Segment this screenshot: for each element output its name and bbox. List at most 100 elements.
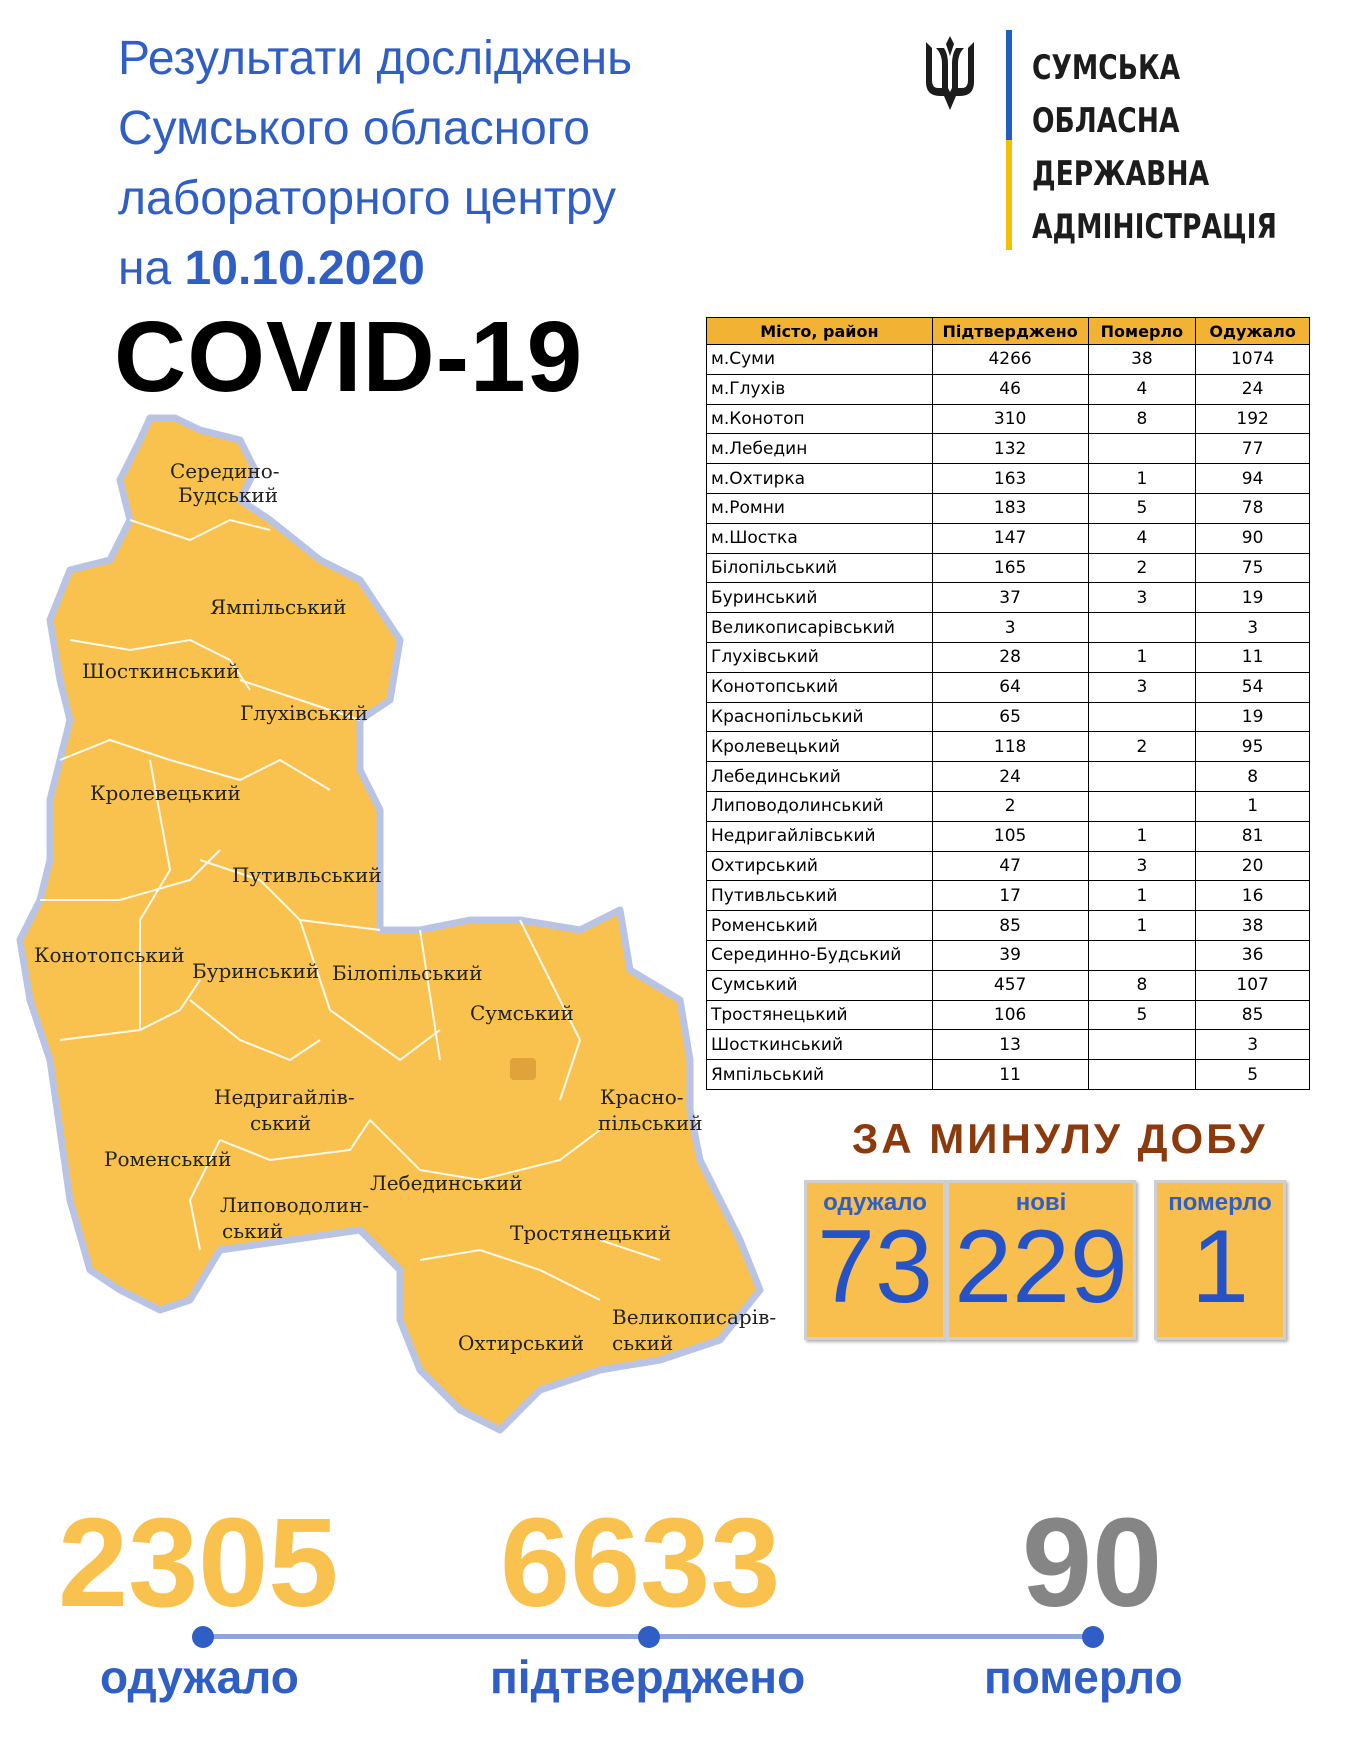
table-cell-value: 8 xyxy=(1087,969,1197,1001)
table-cell-value: 95 xyxy=(1195,731,1310,763)
table-cell-value: 5 xyxy=(1195,1059,1310,1090)
table-cell-value: 457 xyxy=(931,969,1089,1001)
map-label-krasnopillia-1: Красно- xyxy=(600,1085,684,1109)
table-cell-value: 147 xyxy=(931,522,1089,554)
table-cell-value: 38 xyxy=(1087,344,1197,375)
table-cell-name: Недригайлівський xyxy=(706,820,933,852)
table-row: Кролевецький 118 2 95 xyxy=(706,731,1310,763)
map-label-krolevets: Кролевецький xyxy=(90,781,241,805)
total-confirmed-label: підтверджено xyxy=(490,1651,806,1703)
table-cell-value: 24 xyxy=(1195,373,1310,405)
map-label-velykopysarivka-1: Великописарів- xyxy=(612,1305,776,1329)
table-cell-value: 1074 xyxy=(1195,344,1310,375)
table-cell-name: Краснопільський xyxy=(706,701,933,733)
map-label-lypova-1: Липоводолин- xyxy=(220,1193,369,1217)
table-cell-value: 19 xyxy=(1195,582,1310,614)
title-line-3: лабораторного центру xyxy=(118,172,617,225)
title-line-4: на 10.10.2020 xyxy=(118,234,632,304)
table-row: м.Лебедин 132 77 xyxy=(706,433,1310,465)
region-map: Середино- Будський Ямпільський Шосткинсь… xyxy=(16,414,776,1434)
map-label-konotop: Конотопський xyxy=(34,943,185,967)
logo-line-1: СУМСЬКА xyxy=(1032,48,1181,88)
daily-died-tile: померло 1 xyxy=(1154,1180,1286,1340)
map-outline xyxy=(16,414,764,1434)
table-header-cell: Померло xyxy=(1087,317,1197,345)
table-cell-value: 11 xyxy=(931,1059,1089,1090)
district-borders xyxy=(40,518,661,1301)
map-label-nedryhailiv-1: Недригайлів- xyxy=(214,1085,355,1109)
daily-died-value: 1 xyxy=(1191,1209,1249,1325)
table-cell-value xyxy=(1087,612,1197,643)
map-label-lebedyn: Лебединський xyxy=(370,1171,523,1195)
table-cell-value: 13 xyxy=(931,1029,1089,1061)
table-row: м.Конотоп 310 8 192 xyxy=(706,403,1310,435)
table-cell-value xyxy=(1087,939,1197,971)
timeline-dot-recovered xyxy=(192,1626,214,1648)
table-cell-value: 118 xyxy=(931,731,1089,763)
table-cell-value: 2 xyxy=(1087,552,1197,584)
table-header-cell: Місто, район xyxy=(706,317,933,345)
map-label-putyvl: Путивльський xyxy=(232,863,382,887)
table-row: Шосткинський 13 3 xyxy=(706,1029,1310,1061)
table-cell-value: 75 xyxy=(1195,552,1310,584)
title-date: 10.10.2020 xyxy=(184,242,425,295)
table-cell-name: м.Суми xyxy=(706,344,933,375)
table-row: Путивльський 17 1 16 xyxy=(706,880,1310,912)
table-cell-value: 16 xyxy=(1195,880,1310,912)
table-cell-value xyxy=(1087,1059,1197,1090)
table-row: Великописарівський 3 3 xyxy=(706,612,1310,643)
table-cell-value: 81 xyxy=(1195,820,1310,852)
table-row: м.Суми 4266 38 1074 xyxy=(706,344,1310,375)
table-cell-value: 64 xyxy=(931,671,1089,703)
logo-divider xyxy=(1006,30,1012,250)
table-cell-value xyxy=(1087,433,1197,465)
table-row: Конотопський 64 3 54 xyxy=(706,671,1310,703)
table-cell-name: Кролевецький xyxy=(706,731,933,763)
table-cell-value: 183 xyxy=(931,492,1089,524)
table-cell-value: 1 xyxy=(1087,641,1197,673)
sumy-city-marker xyxy=(510,1058,536,1080)
table-cell-name: Буринський xyxy=(706,582,933,614)
map-label-lypova-2: ський xyxy=(222,1219,283,1243)
table-cell-name: Липоводолинський xyxy=(706,790,933,822)
table-cell-value: 28 xyxy=(931,641,1089,673)
table-cell-value: 1 xyxy=(1087,463,1197,494)
table-cell-name: м.Лебедин xyxy=(706,433,933,465)
table-row: Липоводолинський 2 1 xyxy=(706,790,1310,822)
total-recovered-value: 2305 xyxy=(58,1492,339,1633)
table-cell-value: 5 xyxy=(1087,492,1197,524)
table-cell-value: 3 xyxy=(1087,850,1197,882)
page-title: Результати досліджень Сумського обласног… xyxy=(118,24,632,304)
administration-logo: СУМСЬКА ОБЛАСНА ДЕРЖАВНА АДМІНІСТРАЦІЯ xyxy=(922,30,1282,250)
table-cell-name: Глухівський xyxy=(706,641,933,673)
total-died-value: 90 xyxy=(1022,1492,1163,1633)
table-cell-value: 39 xyxy=(931,939,1089,971)
total-recovered-label: одужало xyxy=(100,1651,299,1703)
table-cell-value: 17 xyxy=(931,880,1089,912)
table-row: Ямпільський 11 5 xyxy=(706,1059,1310,1090)
table-cell-value: 90 xyxy=(1195,522,1310,554)
table-cell-value: 8 xyxy=(1195,761,1310,792)
table-cell-value: 47 xyxy=(931,850,1089,882)
daily-recovered-label: одужало xyxy=(823,1189,927,1216)
map-label-romny: Роменський xyxy=(104,1147,231,1171)
timeline-dot-confirmed xyxy=(638,1626,660,1648)
table-row: Лебединський 24 8 xyxy=(706,761,1310,792)
table-cell-name: Тростянецький xyxy=(706,999,933,1031)
table-cell-value: 105 xyxy=(931,820,1089,852)
table-header-cell: Підтверджено xyxy=(931,317,1089,345)
table-cell-value: 132 xyxy=(931,433,1089,465)
table-cell-value: 2 xyxy=(931,790,1089,822)
table-cell-value: 3 xyxy=(1087,582,1197,614)
table-cell-value: 1 xyxy=(1087,880,1197,912)
table-cell-name: Шосткинський xyxy=(706,1029,933,1061)
trident-icon xyxy=(926,36,974,110)
table-cell-name: Охтирський xyxy=(706,850,933,882)
table-cell-value: 38 xyxy=(1195,910,1310,941)
map-label-velykopysarivka-2: ський xyxy=(612,1331,673,1355)
table-row: м.Ромни 183 5 78 xyxy=(706,492,1310,524)
table-cell-name: Ямпільський xyxy=(706,1059,933,1090)
table-row: Білопільський 165 2 75 xyxy=(706,552,1310,584)
table-row: Охтирський 47 3 20 xyxy=(706,850,1310,882)
table-cell-value: 107 xyxy=(1195,969,1310,1001)
